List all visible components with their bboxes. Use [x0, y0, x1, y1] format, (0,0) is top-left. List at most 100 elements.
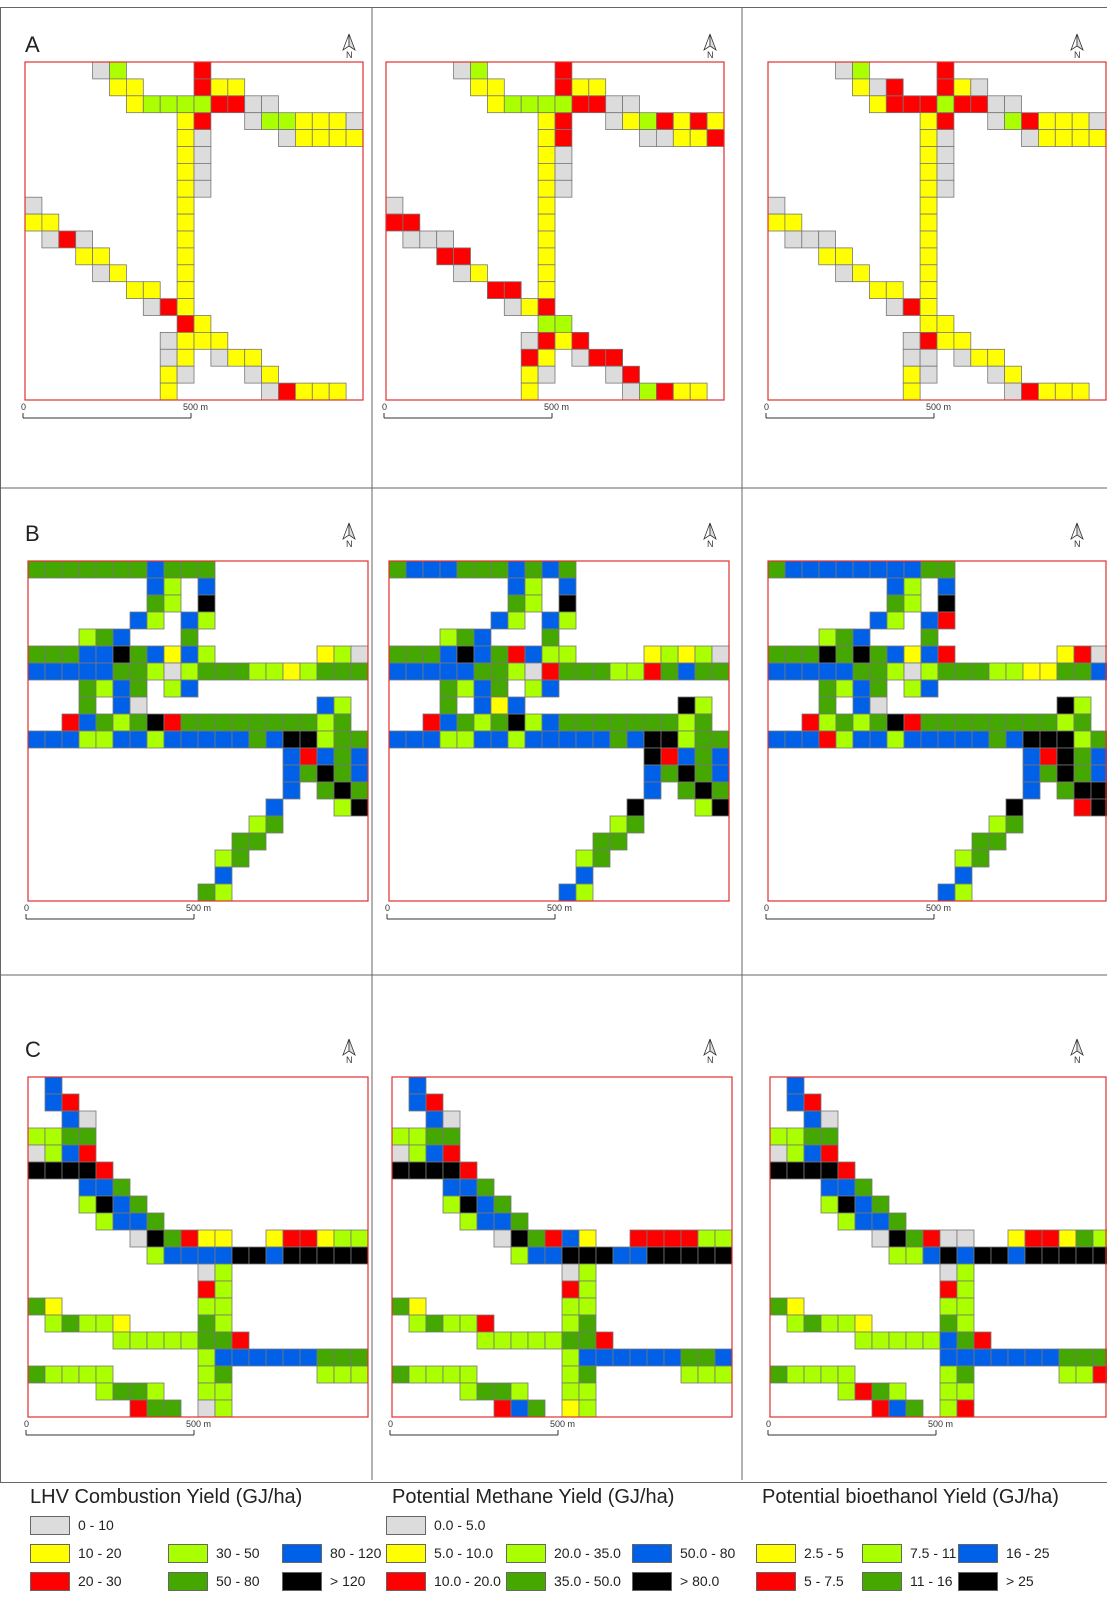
- map-cell: [906, 1247, 923, 1264]
- map-cell: [215, 1366, 232, 1383]
- map-cell: [906, 1400, 923, 1417]
- map-cell: [869, 79, 886, 96]
- map-cell: [1076, 1247, 1093, 1264]
- map-cell: [836, 561, 853, 578]
- map-cell: [177, 265, 194, 282]
- map-cell: [45, 663, 62, 680]
- legend-item: 2.5 - 5: [756, 1541, 844, 1565]
- map-cell: [113, 561, 130, 578]
- north-arrow-icon: N: [704, 1039, 716, 1065]
- map-cell: [1091, 782, 1107, 799]
- map-cell: [937, 96, 954, 113]
- map-cell: [181, 612, 198, 629]
- map-cell: [872, 1230, 889, 1247]
- map-cell: [300, 765, 317, 782]
- map-cell: [698, 1247, 715, 1264]
- map-cell: [853, 714, 870, 731]
- map-cell: [661, 731, 678, 748]
- map-cell: [228, 79, 245, 96]
- map-cell: [989, 731, 1006, 748]
- map-cell: [1059, 1247, 1076, 1264]
- map-cell: [93, 62, 110, 79]
- map-cell: [562, 1281, 579, 1298]
- map-cell: [1040, 748, 1057, 765]
- map-cell: [181, 646, 198, 663]
- map-cell: [245, 366, 262, 383]
- map-cell: [494, 1383, 511, 1400]
- north-arrow-icon: N: [1071, 1039, 1083, 1065]
- map-cell: [661, 663, 678, 680]
- map-cell: [300, 748, 317, 765]
- north-arrow-icon: N: [1071, 523, 1083, 549]
- map-cell: [576, 884, 593, 901]
- map-cell: [494, 1213, 511, 1230]
- legend-item: > 25: [958, 1569, 1034, 1593]
- map-cell: [295, 383, 312, 400]
- map-cell: [872, 1383, 889, 1400]
- map-cell: [423, 714, 440, 731]
- map-cell: [555, 113, 572, 130]
- map-cell: [785, 231, 802, 248]
- map-cell: [113, 1196, 130, 1213]
- map-cell: [579, 1332, 596, 1349]
- map-cell: [211, 349, 228, 366]
- legend-label: > 120: [330, 1573, 365, 1589]
- map-cell: [838, 1213, 855, 1230]
- north-arrow-right: [1077, 1039, 1083, 1055]
- legend-title: Potential Methane Yield (GJ/ha): [392, 1486, 752, 1509]
- legend-item: 80 - 120: [282, 1541, 381, 1565]
- scale-end-label: 500 m: [926, 402, 951, 412]
- map-cell: [346, 113, 363, 130]
- map-cell: [113, 1332, 130, 1349]
- map-cell: [589, 349, 606, 366]
- map-cell: [678, 765, 695, 782]
- map-cell: [768, 561, 785, 578]
- map-cell: [903, 349, 920, 366]
- map-cell: [836, 731, 853, 748]
- map-cell: [579, 1264, 596, 1281]
- map-cell: [1074, 765, 1091, 782]
- scale-end-label: 500 m: [186, 903, 211, 913]
- map-cell: [853, 697, 870, 714]
- map-cell: [283, 765, 300, 782]
- map-cell: [334, 646, 351, 663]
- map-cell: [528, 1247, 545, 1264]
- map-cell: [491, 612, 508, 629]
- map-cell: [266, 731, 283, 748]
- map-cell: [113, 731, 130, 748]
- map-cell: [937, 332, 954, 349]
- map-cell: [938, 731, 955, 748]
- map-cell: [1059, 1230, 1076, 1247]
- map-cell: [130, 561, 147, 578]
- map-cell: [1008, 1247, 1025, 1264]
- map-cell: [819, 629, 836, 646]
- map-cell: [787, 1315, 804, 1332]
- map-cell: [28, 561, 45, 578]
- map-cell: [28, 1298, 45, 1315]
- map-cell: [198, 1247, 215, 1264]
- map-cell: [678, 748, 695, 765]
- map-cell: [198, 646, 215, 663]
- map-cell: [177, 282, 194, 299]
- map-cell: [96, 1196, 113, 1213]
- map-cell: [477, 1179, 494, 1196]
- map-cell: [593, 663, 610, 680]
- map-cell: [957, 1230, 974, 1247]
- map-cell: [113, 680, 130, 697]
- map-cell: [579, 1315, 596, 1332]
- map-cell: [147, 714, 164, 731]
- map-cell: [110, 62, 127, 79]
- map-cell: [130, 1383, 147, 1400]
- map-cell: [79, 680, 96, 697]
- map-cell: [555, 163, 572, 180]
- legend-label: 20 - 30: [78, 1573, 122, 1589]
- map-cell: [1074, 714, 1091, 731]
- map-cell: [460, 1196, 477, 1213]
- map-cell: [785, 214, 802, 231]
- map-cell: [232, 833, 249, 850]
- map-cell: [712, 646, 729, 663]
- map-cell: [143, 96, 160, 113]
- map-cell: [334, 697, 351, 714]
- map-cell: [215, 731, 232, 748]
